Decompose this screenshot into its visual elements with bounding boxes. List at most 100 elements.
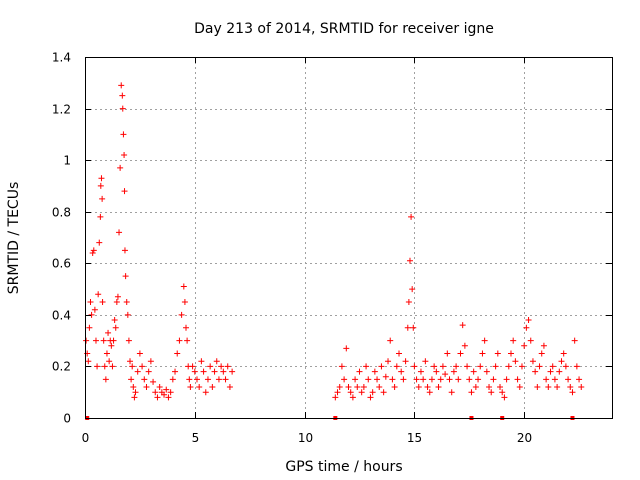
data-point	[450, 368, 457, 375]
data-point	[345, 384, 352, 391]
data-point	[123, 298, 130, 305]
data-point	[222, 376, 229, 383]
y-tick-label: 1.2	[52, 103, 71, 117]
data-point	[109, 363, 116, 370]
data-point	[400, 376, 407, 383]
data-point	[402, 358, 409, 365]
data-point	[567, 384, 574, 391]
data-point	[494, 350, 501, 357]
data-point	[560, 350, 567, 357]
y-tick-label: 1	[63, 154, 71, 168]
data-point	[207, 363, 214, 370]
data-point	[202, 389, 209, 396]
data-point	[435, 384, 442, 391]
data-point	[521, 342, 528, 349]
data-point	[356, 368, 363, 375]
data-point	[97, 182, 104, 189]
data-point	[481, 337, 488, 344]
data-point	[349, 394, 356, 401]
data-point	[369, 389, 376, 396]
data-point	[117, 164, 124, 171]
data-point	[376, 384, 383, 391]
data-point	[442, 371, 449, 378]
data-point	[209, 384, 216, 391]
data-point	[405, 298, 412, 305]
data-point	[378, 363, 385, 370]
data-point	[224, 363, 231, 370]
y-tick-label: 0.8	[52, 206, 71, 220]
data-point	[215, 376, 222, 383]
data-point	[505, 363, 512, 370]
data-point	[184, 337, 191, 344]
data-point	[95, 291, 102, 298]
data-point	[83, 337, 90, 344]
x-tick-label: 0	[82, 431, 90, 445]
data-point	[576, 376, 583, 383]
data-point	[470, 368, 477, 375]
data-point	[549, 363, 556, 370]
data-point	[453, 363, 460, 370]
data-point	[114, 293, 121, 300]
data-point	[106, 358, 113, 365]
data-point	[547, 368, 554, 375]
data-point	[156, 384, 163, 391]
data-point	[183, 324, 190, 331]
gridlines	[85, 57, 612, 418]
data-point	[147, 358, 154, 365]
data-point	[497, 384, 504, 391]
data-point	[387, 337, 394, 344]
data-point	[176, 337, 183, 344]
data-point	[178, 311, 185, 318]
data-point	[483, 368, 490, 375]
data-point	[477, 363, 484, 370]
data-point	[91, 306, 98, 313]
data-point	[486, 384, 493, 391]
data-point	[181, 298, 188, 305]
data-point	[523, 324, 530, 331]
data-point	[396, 350, 403, 357]
data-point	[128, 376, 135, 383]
data-point	[472, 384, 479, 391]
data-point	[99, 298, 106, 305]
data-point	[534, 384, 541, 391]
data-point	[556, 368, 563, 375]
data-point	[439, 363, 446, 370]
data-point	[111, 317, 118, 324]
data-point	[338, 363, 345, 370]
data-point	[102, 376, 109, 383]
data-point	[545, 384, 552, 391]
data-point	[490, 376, 497, 383]
data-point	[90, 247, 97, 254]
data-point	[499, 389, 506, 396]
data-point	[165, 394, 172, 401]
data-point	[420, 376, 427, 383]
data-point	[363, 363, 370, 370]
data-point	[143, 384, 150, 391]
data-point	[131, 394, 138, 401]
data-point	[380, 389, 387, 396]
data-point	[507, 350, 514, 357]
data-point	[100, 337, 107, 344]
data-point	[343, 345, 350, 352]
data-point	[94, 363, 101, 370]
data-point	[87, 298, 94, 305]
data-point	[562, 363, 569, 370]
data-point	[501, 394, 508, 401]
data-point	[406, 257, 413, 264]
y-tick-label: 0.6	[52, 257, 71, 271]
data-points	[83, 82, 585, 420]
y-tick-label: 0.2	[52, 360, 71, 374]
data-point	[124, 311, 131, 318]
data-point	[229, 368, 236, 375]
data-point	[431, 363, 438, 370]
data-point	[120, 131, 127, 138]
data-point	[578, 384, 585, 391]
data-point	[374, 376, 381, 383]
data-point	[174, 350, 181, 357]
data-point	[459, 322, 466, 329]
data-point	[428, 376, 435, 383]
data-point	[191, 368, 198, 375]
data-point	[464, 363, 471, 370]
data-point	[410, 324, 417, 331]
data-point	[125, 337, 132, 344]
